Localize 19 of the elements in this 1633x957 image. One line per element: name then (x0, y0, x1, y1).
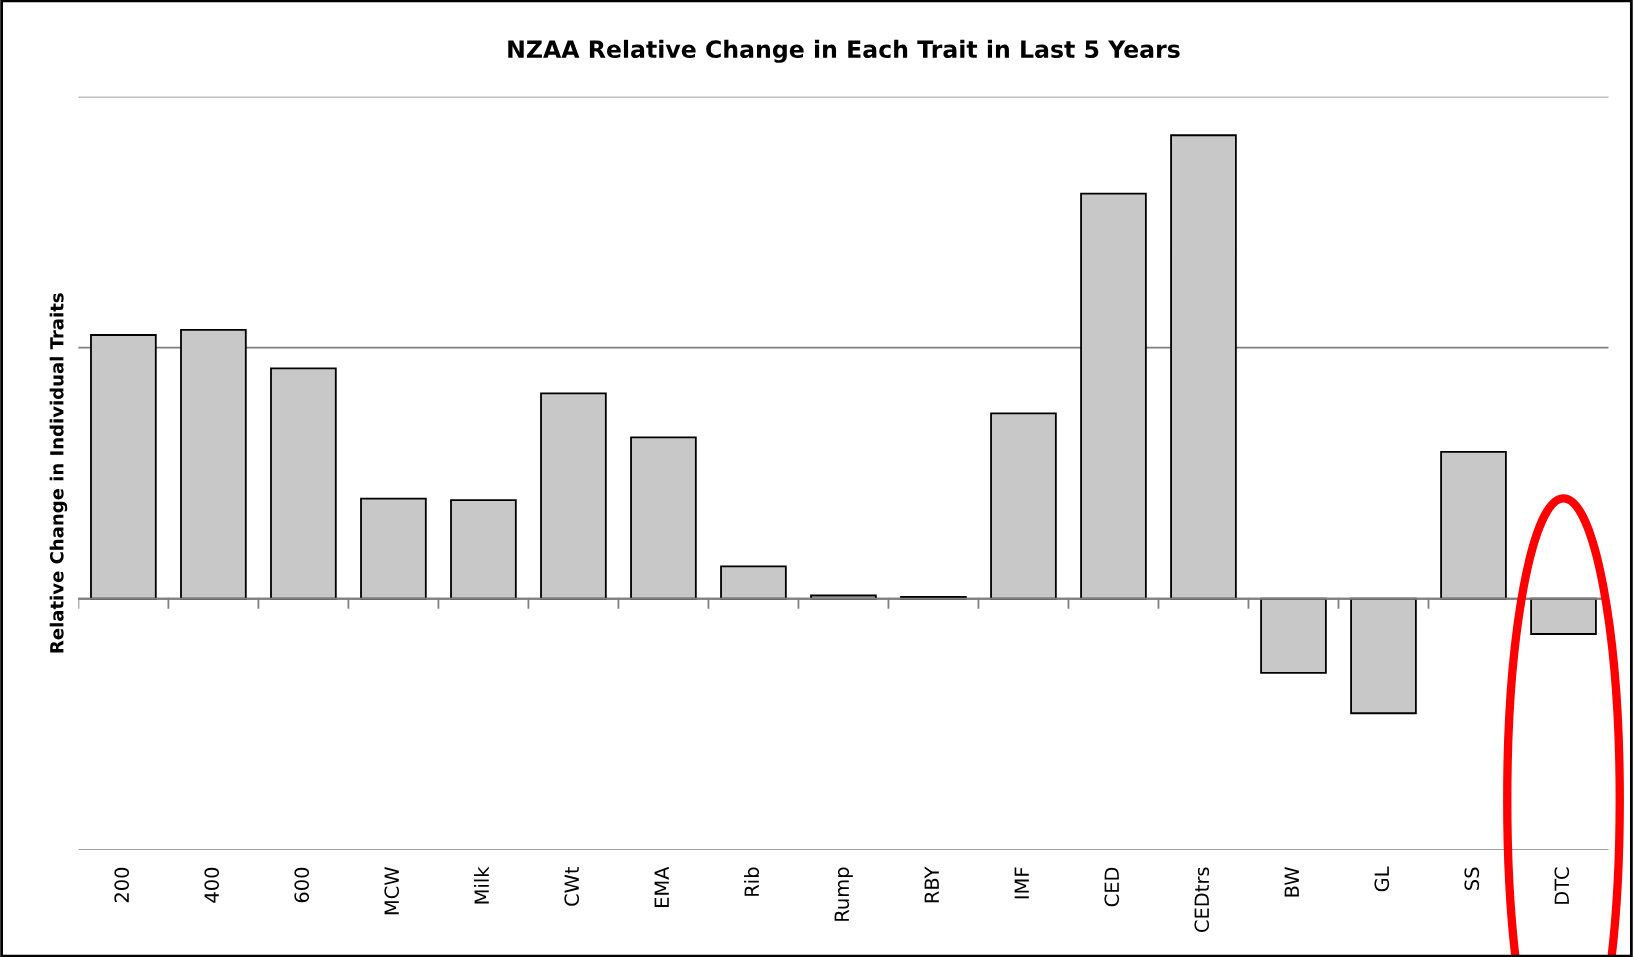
x-tick-label: BW (1284, 867, 1299, 897)
x-tick-label: Milk (474, 866, 489, 904)
x-tick-label: SS (1464, 867, 1480, 890)
x-tick-label: Rib (744, 867, 760, 896)
x-tick-label: 400 (204, 867, 220, 903)
x-tick-label: 200 (114, 867, 130, 903)
y-axis-title: Relative Change in Individual Traits (49, 293, 68, 653)
x-tick-label: CWt (564, 866, 580, 906)
x-tick-label: Rump (834, 867, 853, 921)
x-tick-label: IMF (1014, 867, 1029, 899)
x-tick-label: DTC (1554, 867, 1570, 904)
x-tick-label: 600 (294, 867, 310, 903)
x-tick-label: CED (1104, 867, 1120, 907)
x-tick-label: EMA (654, 866, 669, 907)
chart-title: NZAA Relative Change in Each Trait in Last 5 Years (508, 39, 1180, 63)
x-tick-label: CEDtrs (1194, 867, 1210, 932)
x-tick-label: MCW (384, 867, 400, 915)
x-tick-label: RBY (924, 866, 939, 903)
x-tick-label: GL (1374, 866, 1390, 892)
